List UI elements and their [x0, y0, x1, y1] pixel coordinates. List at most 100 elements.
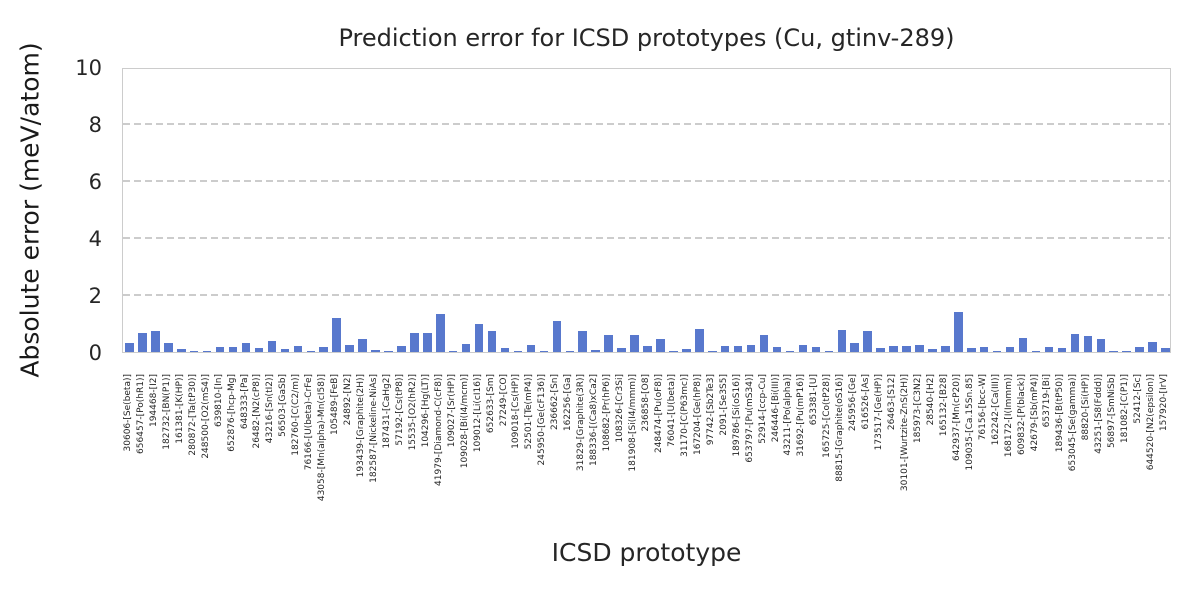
bar-105489-[FeB]: [332, 318, 341, 352]
x-tick-label-76041-[U(beta)]: 76041-[U(beta)]: [666, 374, 677, 447]
bar-181082-[C(P1)]: [1122, 351, 1131, 352]
bar-31829-[Graphite(3R)]: [578, 331, 587, 352]
x-tick-label-181908-[Si(I4/mmm)]: 181908-[Si(I4/mmm)]: [628, 374, 639, 472]
bar-165132-[B28]: [941, 346, 950, 352]
x-tick-label-248474-[Pu(oF8)]: 248474-[Pu(oF8)]: [653, 374, 664, 454]
bar-43216-[Sn(tI2)]: [267, 340, 277, 352]
bar-157920-[IrV]: [1161, 348, 1170, 352]
bar-52412-[Sc]: [1135, 347, 1144, 352]
x-tick-label-609832-[P(black)]: 609832-[P(black)]: [1016, 374, 1027, 455]
bar-246446-[Bi(III)]: [772, 346, 782, 352]
bar-639810-[In]: [215, 346, 225, 352]
x-tick-label-245956-[Ge]: 245956-[Ge]: [848, 374, 859, 432]
y-tick-label-10: 10: [75, 56, 102, 80]
x-tick-label-639810-[In]: 639810-[In]: [213, 374, 224, 427]
bar-161381-[K(HP)]: [177, 349, 186, 352]
x-tick-label-182732-[BN(P1)]: 182732-[BN(P1)]: [161, 374, 172, 450]
bar-109028-[Bi(I4/mcm)]: [461, 344, 471, 352]
bar-24892-[N2]: [345, 345, 354, 352]
bar-182732-[BN(P1)]: [164, 343, 173, 352]
bar-189786-[Si(oS16)]: [733, 346, 743, 352]
x-tick-label-161381-[K(HP)]: 161381-[K(HP)]: [174, 374, 185, 444]
x-tick-label-193439-[Graphite(2H)]: 193439-[Graphite(2H)]: [356, 374, 367, 478]
bar-648333-[Pa]: [241, 343, 251, 352]
x-tick-label-162256-[Ga]: 162256-[Ga]: [563, 374, 574, 432]
bar-653045-[Se(gamma)]: [1070, 334, 1080, 352]
bar-97742-[Sb2Te3]: [708, 351, 717, 352]
bar-194468-[I2]: [151, 330, 160, 352]
y-tick-label-6: 6: [88, 170, 102, 194]
bar-280872-[Ta(tP30)]: [189, 351, 199, 352]
x-tick-label-15535-[O2(hR2)]: 15535-[O2(hR2)]: [407, 374, 418, 451]
x-tick-label-57192-[Cs(tP8)]: 57192-[Cs(tP8)]: [394, 374, 405, 446]
x-tick-label-24892-[N2]: 24892-[N2]: [343, 374, 354, 426]
y-tick-label-8: 8: [88, 113, 102, 137]
x-tick-label-165725-[Co(tP28)]: 165725-[Co(tP28)]: [822, 374, 833, 458]
x-tick-label-648333-[Pa]: 648333-[Pa]: [239, 374, 250, 430]
bar-642937-[Mn(cP20)]: [954, 311, 963, 352]
plot-area: [122, 68, 1171, 353]
x-tick-label-30101-[Wurtzite-ZnS(2H)]: 30101-[Wurtzite-ZnS(2H)]: [900, 374, 910, 492]
bar-42679-[Sb(mP4)]: [1031, 351, 1041, 352]
bar-109018-[Cs(HP)]: [513, 351, 523, 352]
bar-43211-[Po(alpha)]: [785, 351, 795, 352]
x-tick-label-189436-[B(tP50)]: 189436-[B(tP50)]: [1055, 374, 1066, 453]
x-tick-label-88820-[Si(HP)]: 88820-[Si(HP)]: [1081, 374, 1092, 441]
x-tick-label-109012-[Li(cI16)]: 109012-[Li(cI16)]: [472, 374, 483, 453]
x-tick-label-642937-[Mn(cP20)]: 642937-[Mn(cP20)]: [951, 374, 962, 461]
x-tick-label-246446-[Bi(III)]: 246446-[Bi(III)]: [770, 374, 781, 443]
bar-189436-[B(tP50)]: [1057, 348, 1067, 352]
gridline-y-4: [123, 237, 1170, 239]
bar-57192-[Cs(tP8)]: [397, 345, 406, 352]
x-tick-label-644520-[N2(epsilon)]: 644520-[N2(epsilon)]: [1146, 374, 1157, 471]
x-tick-label-653381-[U]: 653381-[U]: [809, 374, 820, 426]
bar-185973-[C3N2]: [915, 344, 924, 352]
bar-31170-[C(P63mc)]: [682, 348, 691, 352]
x-tick-label-43251-[S8(Fddd)]: 43251-[S8(Fddd)]: [1094, 374, 1105, 454]
bar-43058-[Mn(alpha)-Mn(cI58)]: [319, 347, 328, 352]
x-tick-label-109028-[Bi(I4/mcm)]: 109028-[Bi(I4/mcm)]: [459, 374, 470, 469]
bar-162242-[Ca(III)]: [992, 350, 1002, 352]
x-tick-label-652633-[Sm]: 652633-[Sm]: [485, 374, 496, 434]
bar-41979-[Diamond-C(cF8)]: [436, 314, 445, 352]
x-tick-label-187431-[CaHg2]: 187431-[CaHg2]: [381, 374, 392, 449]
bar-109012-[Li(cI16)]: [474, 323, 484, 352]
bar-168172-[I(Immm)]: [1005, 347, 1015, 352]
bar-644520-[N2(epsilon)]: [1148, 341, 1157, 352]
x-tick-label-162242-[Ca(III)]: 162242-[Ca(III)]: [990, 374, 1001, 446]
bar-27249-[CO]: [500, 348, 510, 352]
x-tick-label-109018-[Cs(HP)]: 109018-[Cs(HP)]: [511, 374, 522, 449]
bar-652633-[Sm]: [487, 331, 497, 352]
x-tick-label-30606-[Se(beta)]: 30606-[Se(beta)]: [122, 374, 133, 452]
x-tick-label-105489-[FeB]: 105489-[FeB]: [330, 374, 341, 436]
bar-30101-[Wurtzite-ZnS(2H)]: [902, 346, 911, 352]
x-tick-label-653797-[Pu(mS34)]: 653797-[Pu(mS34)]: [744, 374, 755, 463]
bar-56503-[GaSb]: [280, 349, 290, 352]
bar-88815-[Graphite(oS16)]: [837, 330, 846, 352]
bar-88820-[Si(HP)]: [1083, 336, 1093, 352]
x-tick-label-42679-[Sb(mP4)]: 42679-[Sb(mP4)]: [1029, 374, 1040, 452]
x-tick-label-182587-[Nickeline-NiAs]: 182587-[Nickeline-NiAs]: [369, 374, 380, 483]
x-tick-label-236662-[Sn]: 236662-[Sn]: [550, 374, 561, 431]
bar-181908-[Si(I4/mmm)]: [630, 334, 639, 352]
x-tick-label-109035-[Ca.15Sn.85]: 109035-[Ca.15Sn.85]: [964, 374, 975, 471]
bar-30606-[Se(beta)]: [125, 343, 134, 352]
x-tick-label-26463-[S12]: 26463-[S12]: [887, 374, 898, 431]
bar-182587-[Nickeline-NiAs]: [371, 349, 380, 352]
bar-108326-[Cr3Si]: [617, 347, 626, 352]
bar-182760-[C(C2/m)]: [293, 346, 303, 352]
x-tick-label-653045-[Se(gamma)]: 653045-[Se(gamma)]: [1068, 374, 1079, 472]
bar-652876-[hcp-Mg]: [228, 347, 238, 352]
bar-236858-[O8]: [643, 346, 652, 352]
chart-title: Prediction error for ICSD prototypes (Cu…: [338, 24, 955, 52]
bar-15535-[O2(hR2)]: [410, 333, 419, 352]
x-tick-label-97742-[Sb2Te3]: 97742-[Sb2Te3]: [705, 374, 716, 446]
x-tick-label-43211-[Po(alpha)]: 43211-[Po(alpha)]: [783, 374, 794, 456]
x-tick-label-56503-[GaSb]: 56503-[GaSb]: [278, 374, 289, 437]
x-tick-label-88815-[Graphite(oS16)]: 88815-[Graphite(oS16)]: [835, 374, 846, 482]
x-tick-label-76156-[bcc-W]: 76156-[bcc-W]: [977, 374, 988, 441]
gridline-y-2: [123, 294, 1170, 296]
x-tick-label-2091-[Se3S5]: 2091-[Se3S5]: [718, 374, 729, 436]
bar-76156-[bcc-W]: [979, 347, 989, 352]
bar-52501-[Te(mP4)]: [526, 344, 536, 352]
